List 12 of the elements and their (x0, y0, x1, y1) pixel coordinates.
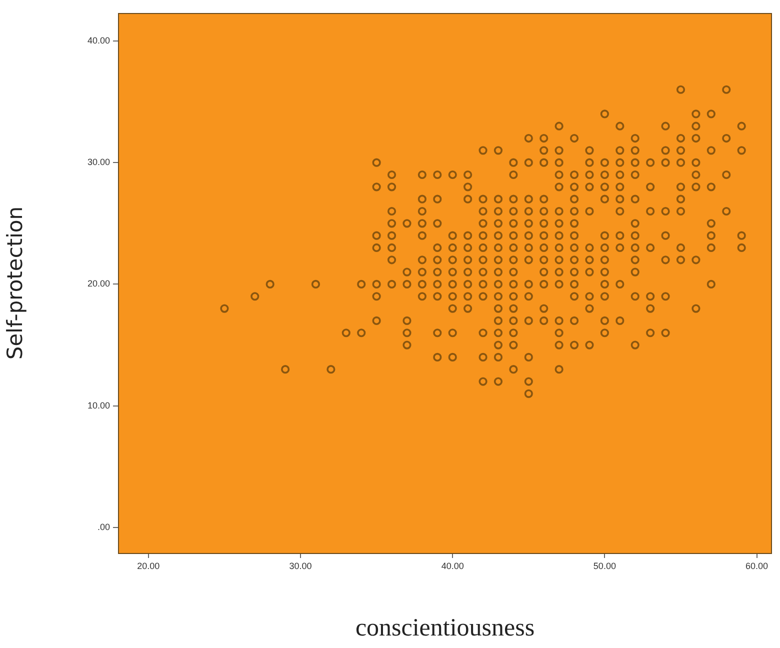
x-tick-label: 60.00 (746, 560, 768, 571)
x-tick-label: 30.00 (289, 560, 312, 571)
y-axis-title: Self-protection (3, 206, 28, 360)
y-tick-label: 40.00 (87, 35, 110, 46)
x-tick-label: 20.00 (137, 560, 160, 571)
y-tick-label: .00 (97, 522, 110, 532)
x-tick-label: 40.00 (441, 560, 464, 571)
y-tick-label: 30.00 (87, 157, 110, 168)
y-tick-label: 10.00 (87, 400, 110, 410)
y-tick-label: 20.00 (87, 278, 110, 289)
x-axis-title: conscientiousness (355, 614, 535, 642)
x-tick-label: 50.00 (593, 560, 616, 571)
